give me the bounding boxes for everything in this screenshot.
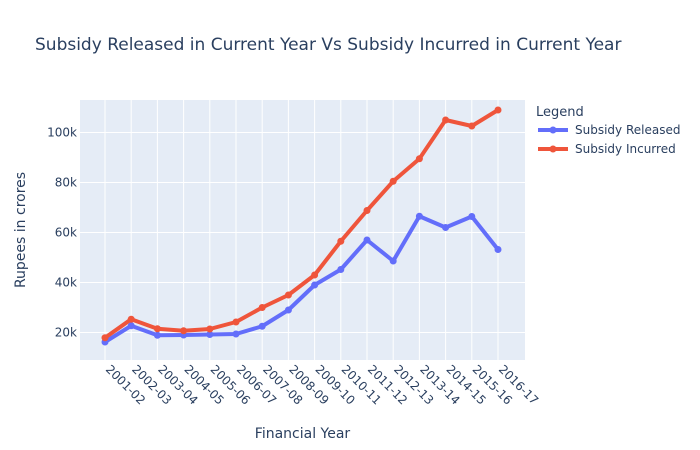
data-point [415, 212, 423, 220]
data-point [415, 155, 423, 163]
data-point [127, 322, 135, 330]
legend-marker [549, 126, 557, 134]
data-point [363, 207, 371, 214]
data-point [442, 224, 450, 231]
chart-title: Subsidy Released in Current Year Vs Subs… [35, 35, 621, 55]
data-point [311, 271, 319, 279]
data-point [494, 246, 502, 253]
data-point [101, 334, 109, 342]
data-point [337, 237, 345, 245]
legend-marker [549, 145, 557, 153]
data-point [337, 266, 345, 273]
data-point [153, 325, 161, 333]
data-point [258, 322, 266, 330]
legend-label: Subsidy Incurred [575, 142, 676, 156]
series-subsidy-released [101, 212, 502, 346]
data-point [153, 331, 161, 339]
series-line [103, 214, 500, 344]
legend-title: Legend [536, 105, 584, 120]
y-tick-label: 80k [55, 176, 77, 190]
y-axis-title: Rupees in crores [13, 172, 29, 288]
legend-label: Subsidy Released [575, 123, 680, 137]
data-point [468, 122, 476, 130]
series-line [103, 108, 500, 340]
data-point [258, 304, 266, 311]
data-point [442, 116, 450, 124]
y-tick-label: 40k [55, 276, 77, 290]
data-point [363, 236, 371, 244]
y-axis-ticks: 20k 40k 60k 80k 100k [47, 126, 77, 340]
gridlines [80, 100, 525, 360]
legend-item[interactable]: Subsidy Released [538, 123, 680, 137]
data-point [284, 306, 292, 314]
y-tick-label: 20k [55, 326, 77, 340]
data-point [206, 325, 214, 333]
data-point [389, 177, 397, 185]
data-point [494, 106, 502, 114]
data-point [232, 330, 240, 338]
data-point [389, 257, 397, 265]
x-axis-ticks: 2001-022002-032003-042004-052005-062006-… [103, 362, 541, 407]
legend: Legend Subsidy Released Subsidy Incurred [536, 105, 680, 156]
data-point [311, 281, 319, 289]
series-group [101, 106, 502, 346]
data-point [468, 213, 476, 220]
x-axis-title: Financial Year [255, 426, 351, 442]
legend-item[interactable]: Subsidy Incurred [538, 142, 676, 156]
data-point [206, 331, 214, 338]
series-subsidy-incurred [101, 106, 502, 342]
data-point [127, 315, 135, 323]
data-point [284, 291, 292, 299]
data-point [180, 327, 188, 335]
y-tick-label: 100k [47, 126, 77, 140]
y-tick-label: 60k [55, 226, 77, 240]
data-point [232, 318, 240, 326]
plot-area [80, 100, 525, 360]
